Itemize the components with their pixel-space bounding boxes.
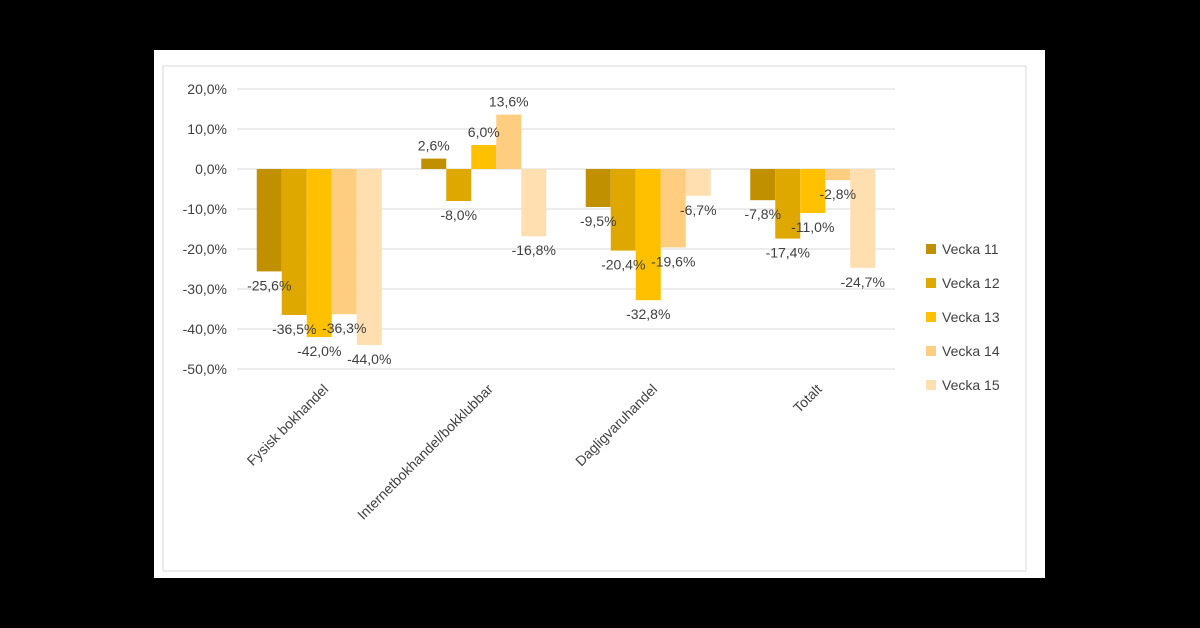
- legend-swatch: [926, 244, 936, 254]
- legend-item: Vecka 13: [926, 309, 1000, 325]
- bar: [496, 114, 522, 169]
- y-tick-label: -10,0%: [183, 201, 227, 217]
- legend-item: Vecka 11: [926, 241, 999, 257]
- y-tick-label: 20,0%: [187, 81, 227, 97]
- legend-item: Vecka 15: [926, 377, 1000, 393]
- y-tick-label: -50,0%: [183, 361, 227, 377]
- y-tick-label: 10,0%: [187, 121, 227, 137]
- legend-label: Vecka 13: [942, 309, 1000, 325]
- data-label: -17,4%: [766, 245, 810, 261]
- legend-swatch: [926, 278, 936, 288]
- legend-swatch: [926, 346, 936, 356]
- data-label: -19,6%: [651, 253, 695, 269]
- bar: [306, 169, 332, 337]
- data-labels: -25,6% -36,5% -42,0% -36,3% -44,0% 2,6% -8,0% 6…: [247, 94, 885, 367]
- legend: Vecka 11 Vecka 12 Vecka 13 Vecka 14 Vecka 15: [926, 241, 1000, 393]
- bar: [610, 169, 636, 251]
- bar: [585, 169, 611, 207]
- y-tick-label: -20,0%: [183, 241, 227, 257]
- legend-label: Vecka 11: [942, 241, 999, 257]
- bar: [800, 169, 826, 213]
- data-label: 13,6%: [489, 94, 529, 110]
- bar: [256, 169, 282, 272]
- data-label: -32,8%: [626, 306, 670, 322]
- y-tick-label: 0,0%: [195, 161, 227, 177]
- data-label: -11,0%: [791, 219, 834, 235]
- legend-swatch: [926, 312, 936, 322]
- data-label: 2,6%: [418, 138, 450, 154]
- bar: [521, 169, 547, 237]
- chart-area-border: [162, 65, 1027, 572]
- data-label: -9,5%: [580, 213, 617, 229]
- bar: [750, 169, 776, 201]
- bar: [635, 169, 661, 301]
- bar: [850, 169, 876, 268]
- data-label: -8,0%: [440, 207, 477, 223]
- y-tick-label: -30,0%: [183, 281, 227, 297]
- data-label: -6,7%: [680, 202, 717, 218]
- legend-item: Vecka 14: [926, 343, 1000, 359]
- data-label: -25,6%: [247, 277, 291, 293]
- data-label: -36,3%: [322, 320, 366, 336]
- bars: [256, 114, 876, 345]
- data-label: -24,7%: [841, 274, 885, 290]
- data-label: -42,0%: [297, 343, 341, 359]
- y-axis-tick-labels: 20,0% 10,0% 0,0% -10,0% -20,0% -30,0% -40,0% -5…: [183, 81, 227, 377]
- bar: [825, 169, 851, 181]
- legend-swatch: [926, 380, 936, 390]
- data-label: -44,0%: [347, 351, 391, 367]
- bar: [660, 169, 686, 248]
- data-label: -16,8%: [512, 242, 556, 258]
- data-label: -2,8%: [819, 186, 856, 202]
- data-label: -20,4%: [601, 257, 645, 273]
- y-tick-label: -40,0%: [183, 321, 227, 337]
- bar: [775, 169, 801, 239]
- bar: [446, 169, 472, 201]
- data-label: 6,0%: [468, 124, 500, 140]
- bar: [331, 169, 357, 315]
- data-label: -36,5%: [272, 321, 316, 337]
- data-label: -7,8%: [744, 206, 781, 222]
- bar: [281, 169, 307, 315]
- bar: [471, 145, 497, 169]
- bar: [356, 169, 382, 345]
- bar: [421, 158, 447, 169]
- legend-label: Vecka 14: [942, 343, 1000, 359]
- bar: [685, 169, 711, 196]
- legend-label: Vecka 15: [942, 377, 1000, 393]
- legend-item: Vecka 12: [926, 275, 1000, 291]
- legend-label: Vecka 12: [942, 275, 1000, 291]
